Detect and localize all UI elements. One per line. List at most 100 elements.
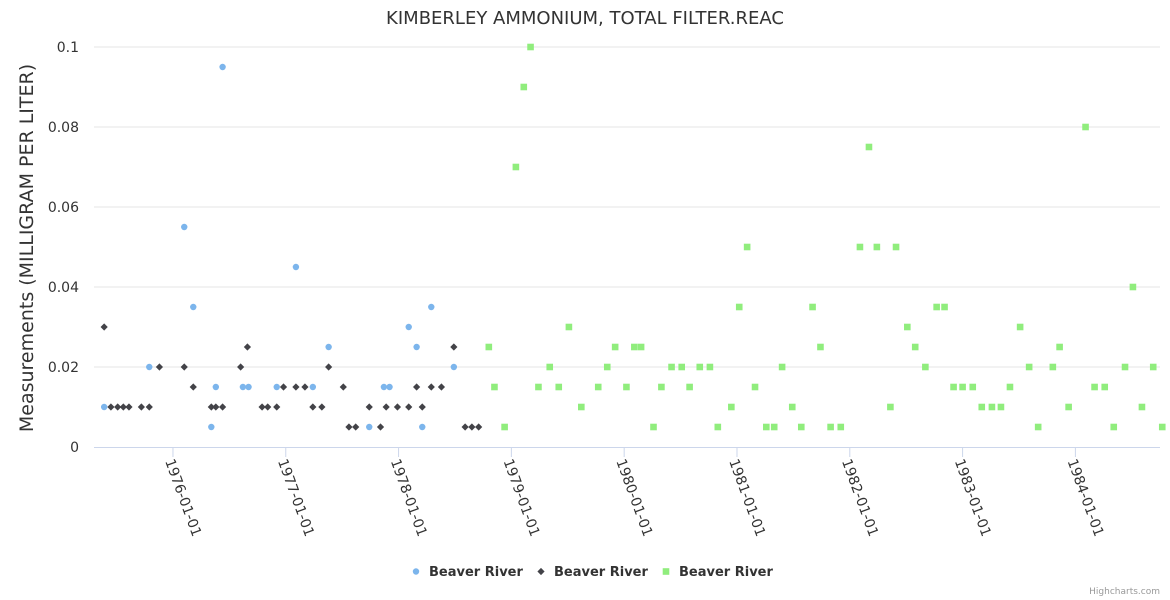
data-point[interactable] — [279, 383, 288, 391]
data-point[interactable] — [413, 343, 420, 351]
data-point[interactable] — [437, 383, 446, 391]
data-point[interactable] — [611, 343, 619, 351]
data-point[interactable] — [450, 363, 458, 371]
data-point[interactable] — [969, 383, 977, 391]
data-point[interactable] — [413, 383, 421, 391]
data-point[interactable] — [475, 423, 483, 431]
data-point[interactable] — [450, 343, 458, 351]
data-point[interactable] — [696, 363, 704, 371]
data-point[interactable] — [856, 243, 864, 251]
data-point[interactable] — [339, 383, 347, 391]
data-point[interactable] — [950, 383, 957, 391]
data-point[interactable] — [309, 403, 317, 411]
data-point[interactable] — [1110, 423, 1118, 431]
data-point[interactable] — [603, 363, 611, 371]
data-point[interactable] — [292, 263, 300, 271]
data-point[interactable] — [686, 383, 693, 391]
data-point[interactable] — [1025, 363, 1033, 371]
data-point[interactable] — [345, 423, 353, 431]
data-point[interactable] — [468, 423, 476, 431]
data-point[interactable] — [887, 403, 894, 411]
data-point[interactable] — [1101, 383, 1109, 391]
data-point[interactable] — [751, 383, 759, 391]
data-point[interactable] — [578, 403, 585, 411]
data-point[interactable] — [376, 423, 385, 431]
data-point[interactable] — [512, 163, 520, 171]
data-point[interactable] — [107, 403, 115, 411]
data-point[interactable] — [114, 403, 122, 411]
data-point[interactable] — [911, 343, 919, 351]
data-point[interactable] — [1016, 323, 1024, 331]
data-point[interactable] — [743, 243, 751, 251]
data-point[interactable] — [1065, 403, 1072, 411]
data-point[interactable] — [1149, 363, 1157, 371]
data-point[interactable] — [817, 343, 824, 351]
data-point[interactable] — [827, 423, 834, 431]
data-point[interactable] — [155, 363, 164, 371]
data-point[interactable] — [546, 363, 554, 371]
legend-item[interactable]: Beaver River — [662, 565, 774, 580]
data-point[interactable] — [770, 423, 778, 431]
data-point[interactable] — [461, 423, 469, 431]
data-point[interactable] — [631, 343, 638, 351]
data-point[interactable] — [1049, 363, 1057, 371]
data-point[interactable] — [491, 383, 498, 391]
data-point[interactable] — [1121, 363, 1129, 371]
data-point[interactable] — [668, 363, 675, 371]
credit-link[interactable]: Highcharts.com — [1089, 587, 1160, 597]
data-point[interactable] — [623, 383, 630, 391]
data-point[interactable] — [146, 363, 153, 371]
data-point[interactable] — [208, 423, 215, 431]
data-point[interactable] — [1129, 283, 1137, 291]
data-point[interactable] — [997, 403, 1005, 411]
data-point[interactable] — [706, 363, 714, 371]
data-point[interactable] — [218, 403, 227, 411]
data-point[interactable] — [904, 323, 911, 331]
data-point[interactable] — [788, 403, 796, 411]
data-point[interactable] — [100, 403, 108, 411]
data-point[interactable] — [325, 363, 333, 371]
data-point[interactable] — [941, 303, 948, 311]
data-point[interactable] — [501, 423, 508, 431]
data-point[interactable] — [309, 383, 317, 391]
data-point[interactable] — [243, 343, 252, 351]
data-point[interactable] — [258, 403, 266, 411]
data-point[interactable] — [1056, 343, 1063, 351]
data-point[interactable] — [922, 363, 929, 371]
data-point[interactable] — [405, 403, 413, 411]
data-point[interactable] — [366, 423, 373, 431]
data-point[interactable] — [637, 343, 645, 351]
data-point[interactable] — [1091, 383, 1098, 391]
data-point[interactable] — [365, 403, 373, 411]
data-point[interactable] — [237, 363, 245, 371]
data-point[interactable] — [988, 403, 996, 411]
data-point[interactable] — [933, 303, 940, 311]
data-point[interactable] — [658, 383, 665, 391]
data-point[interactable] — [380, 383, 388, 391]
data-point[interactable] — [137, 403, 145, 411]
legend-marker[interactable] — [662, 568, 670, 575]
data-point[interactable] — [273, 383, 280, 391]
data-point[interactable] — [393, 403, 402, 411]
data-point[interactable] — [527, 43, 534, 51]
data-point[interactable] — [352, 423, 360, 431]
data-point[interactable] — [978, 403, 986, 411]
data-point[interactable] — [650, 423, 657, 431]
data-point[interactable] — [239, 383, 247, 391]
data-point[interactable] — [292, 383, 300, 391]
data-point[interactable] — [1158, 423, 1166, 431]
data-point[interactable] — [959, 383, 966, 391]
data-point[interactable] — [1006, 383, 1014, 391]
data-point[interactable] — [809, 303, 816, 311]
data-point[interactable] — [865, 143, 873, 151]
data-point[interactable] — [520, 83, 528, 91]
data-point[interactable] — [419, 423, 426, 431]
data-point[interactable] — [273, 403, 281, 411]
data-point[interactable] — [301, 383, 309, 391]
data-point[interactable] — [428, 303, 435, 311]
data-point[interactable] — [125, 403, 133, 411]
data-point[interactable] — [797, 423, 805, 431]
data-point[interactable] — [212, 383, 220, 391]
legend-marker[interactable] — [412, 568, 420, 575]
data-point[interactable] — [405, 323, 412, 331]
